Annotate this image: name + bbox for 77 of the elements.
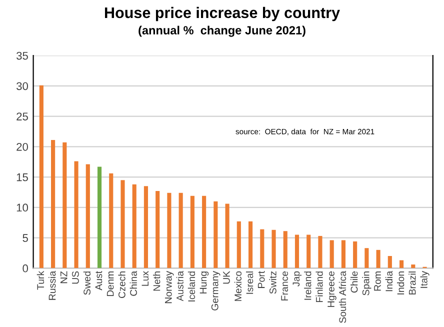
x-tick-label: China	[130, 270, 137, 296]
x-tick-label: Swed	[83, 272, 91, 295]
bar	[132, 184, 136, 268]
x-tick-label: Russia	[48, 270, 56, 300]
x-tick-label: Port	[258, 270, 265, 288]
bar	[236, 221, 241, 268]
x-tick-label: Lux	[142, 271, 149, 286]
x-tick-label: Norway	[165, 270, 174, 304]
bar	[97, 166, 102, 268]
bar	[167, 192, 172, 268]
x-tick-label: Switz	[269, 271, 276, 294]
bar	[51, 140, 56, 268]
x-tick-label: Iceland	[188, 272, 196, 302]
bar	[144, 186, 148, 268]
y-tick-label: 30	[16, 82, 28, 90]
bar	[86, 164, 90, 268]
chart-title: House price increase by country	[105, 6, 340, 22]
bar	[364, 248, 369, 268]
y-tick-label: 5	[22, 234, 28, 242]
x-tick-label: Mexico	[234, 271, 242, 301]
bar	[283, 231, 288, 268]
bar	[109, 173, 114, 268]
y-tick-label: 20	[16, 142, 28, 151]
bar	[190, 196, 194, 268]
x-tick-label: South Africa	[338, 270, 346, 323]
x-tick-label: Hgreece	[328, 271, 336, 307]
x-tick-label: Austria	[176, 270, 184, 302]
x-tick-label: UK	[223, 271, 230, 284]
x-tick-label: Brazil	[408, 272, 416, 294]
bar	[400, 260, 404, 268]
bar	[39, 85, 44, 268]
x-tick-label: Jap	[292, 271, 302, 286]
bar	[272, 230, 276, 268]
x-tick-label: US	[72, 271, 79, 284]
bar	[341, 240, 346, 268]
bar	[388, 256, 392, 268]
bar	[178, 192, 183, 268]
bar	[202, 196, 206, 268]
x-tick-label: Turk	[36, 270, 44, 290]
x-tick-label: Hung	[200, 272, 209, 294]
x-tick-label: Isreal	[246, 272, 254, 294]
y-tick-label: 15	[16, 173, 28, 182]
bar	[214, 201, 218, 268]
bar	[62, 142, 67, 268]
bar	[330, 240, 334, 268]
y-tick-label: 35	[16, 52, 28, 60]
bar	[294, 234, 300, 268]
x-tick-label: Spain	[362, 272, 372, 296]
x-tick-label: Aust	[95, 270, 102, 290]
bar	[411, 264, 416, 268]
bar	[260, 229, 264, 268]
bar	[318, 236, 322, 268]
bar	[306, 234, 311, 268]
chart-subtitle: (annual % change June 2021)	[138, 26, 306, 37]
x-tick-label: Rom	[374, 272, 381, 291]
bar	[156, 191, 160, 268]
bar	[376, 250, 380, 268]
x-tick-label: Indon	[397, 272, 404, 294]
x-tick-label: Denm	[106, 272, 114, 296]
x-tick-label: Finland	[316, 272, 323, 302]
y-tick-label: 10	[16, 204, 28, 212]
bar	[248, 221, 253, 268]
x-tick-label: NZ	[60, 271, 68, 284]
bar	[74, 161, 78, 268]
x-tick-label: Chile	[350, 271, 358, 293]
x-tick-label: Germany	[211, 270, 220, 310]
x-tick-label: India	[385, 270, 393, 292]
bar	[353, 241, 358, 268]
y-tick-label: 25	[16, 112, 28, 120]
x-tick-label: France	[281, 271, 288, 300]
bar	[120, 180, 125, 268]
x-tick-label: Ireland	[304, 272, 312, 300]
x-tick-label: Neth	[153, 272, 160, 291]
y-tick-label: 0	[22, 264, 28, 272]
bar	[225, 204, 230, 268]
x-tick-label: Czech	[118, 272, 126, 298]
x-tick-label: Italy	[420, 270, 430, 288]
